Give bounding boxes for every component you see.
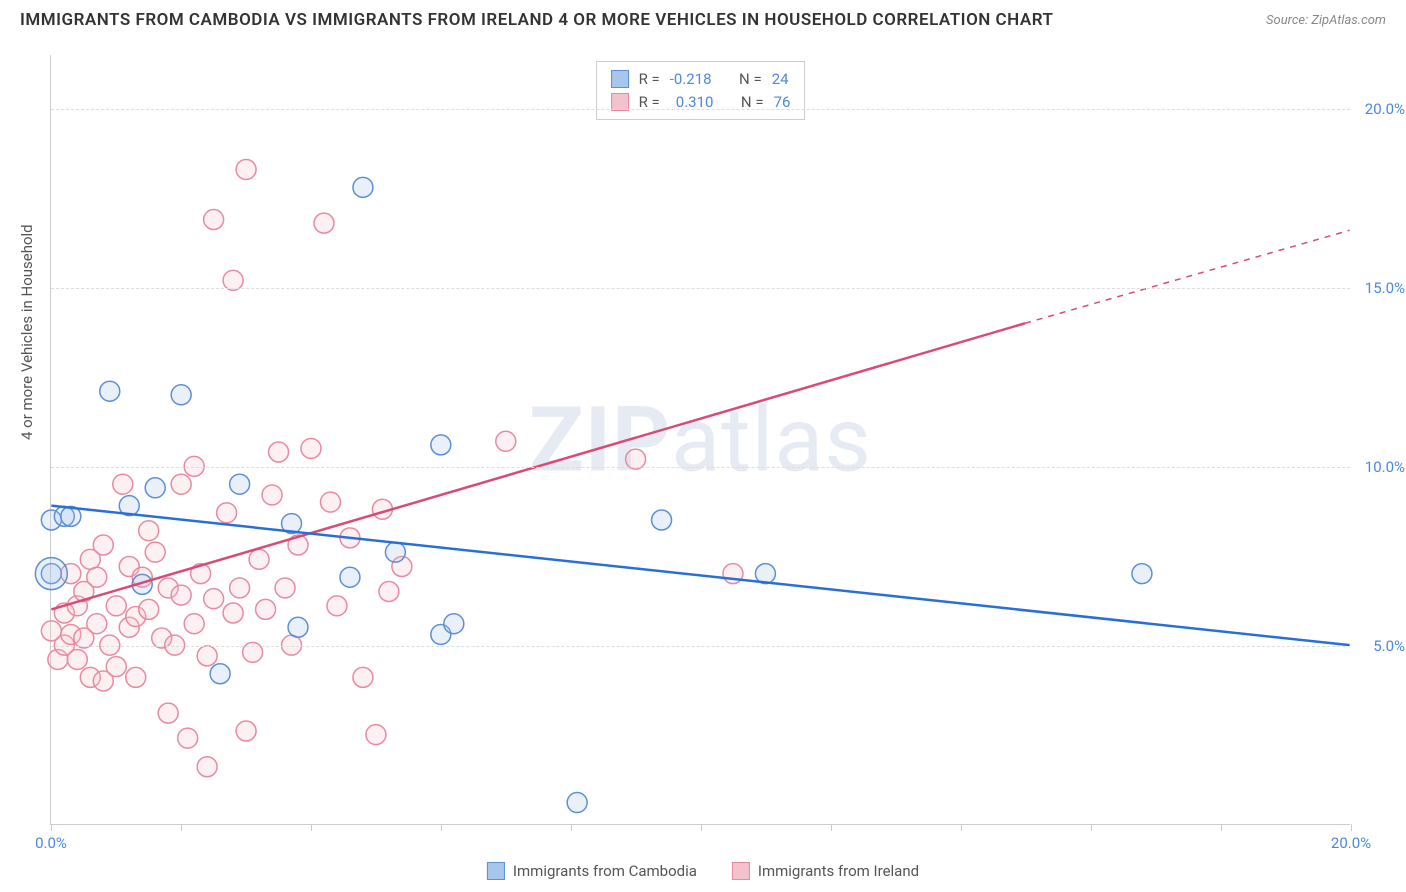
legend-row-cambodia: R = -0.218 N = 24 xyxy=(611,68,791,91)
point-ireland xyxy=(139,521,159,541)
point-cambodia xyxy=(652,510,672,530)
y-tick-label: 15.0% xyxy=(1365,279,1405,297)
point-ireland xyxy=(275,578,295,598)
point-cambodia xyxy=(567,793,587,813)
x-tick xyxy=(701,824,702,831)
x-tick xyxy=(831,824,832,831)
point-ireland xyxy=(217,503,237,523)
point-ireland xyxy=(126,667,146,687)
point-ireland xyxy=(106,657,126,677)
y-tick-label: 20.0% xyxy=(1365,100,1405,118)
point-cambodia xyxy=(385,542,405,562)
gridline xyxy=(51,288,1350,289)
swatch-cambodia-icon xyxy=(487,862,505,880)
point-ireland xyxy=(379,582,399,602)
point-ireland xyxy=(230,578,250,598)
legend-label-cambodia: Immigrants from Cambodia xyxy=(513,862,697,880)
point-cambodia xyxy=(145,478,165,498)
r-value-cambodia: -0.218 xyxy=(670,68,712,91)
point-cambodia xyxy=(353,177,373,197)
y-tick-label: 10.0% xyxy=(1365,458,1405,476)
point-ireland xyxy=(139,599,159,619)
x-tick xyxy=(51,824,52,831)
gridline xyxy=(51,646,1350,647)
legend-item-cambodia: Immigrants from Cambodia xyxy=(487,862,697,880)
x-tick xyxy=(311,824,312,831)
point-ireland xyxy=(106,596,126,616)
point-cambodia xyxy=(230,474,250,494)
point-cambodia xyxy=(288,617,308,637)
point-ireland xyxy=(178,728,198,748)
point-ireland xyxy=(366,725,386,745)
swatch-ireland-icon xyxy=(732,862,750,880)
chart-title: IMMIGRANTS FROM CAMBODIA VS IMMIGRANTS F… xyxy=(20,10,1053,30)
point-ireland xyxy=(113,474,133,494)
x-tick xyxy=(1221,824,1222,831)
point-ireland xyxy=(197,646,217,666)
point-cambodia xyxy=(100,381,120,401)
point-ireland xyxy=(256,599,276,619)
x-tick xyxy=(441,824,442,831)
x-tick xyxy=(1351,824,1352,831)
trendline-ireland-extrapolated xyxy=(1025,230,1350,323)
point-ireland xyxy=(184,614,204,634)
y-tick-label: 5.0% xyxy=(1373,637,1405,655)
point-ireland xyxy=(87,614,107,634)
point-cambodia xyxy=(444,614,464,634)
point-ireland xyxy=(67,649,87,669)
point-cambodia-large xyxy=(35,558,67,590)
point-ireland xyxy=(223,603,243,623)
point-ireland xyxy=(314,213,334,233)
point-ireland xyxy=(145,542,165,562)
gridline xyxy=(51,467,1350,468)
point-ireland xyxy=(93,535,113,555)
n-value-cambodia: 24 xyxy=(772,68,789,91)
y-axis-label: 4 or more Vehicles in Household xyxy=(18,224,36,440)
gridline xyxy=(51,109,1350,110)
chart-plot-area: ZIPatlas R = -0.218 N = 24 R = 0.310 N =… xyxy=(50,55,1350,825)
legend-item-ireland: Immigrants from Ireland xyxy=(732,862,919,880)
point-ireland xyxy=(236,721,256,741)
point-ireland xyxy=(171,585,191,605)
point-cambodia xyxy=(171,385,191,405)
point-ireland xyxy=(249,549,269,569)
point-ireland xyxy=(320,492,340,512)
point-ireland xyxy=(204,589,224,609)
point-ireland xyxy=(204,210,224,230)
x-tick-label: 0.0% xyxy=(35,834,67,852)
correlation-legend: R = -0.218 N = 24 R = 0.310 N = 76 xyxy=(596,61,806,120)
point-ireland xyxy=(269,442,289,462)
point-cambodia xyxy=(340,567,360,587)
plot-svg xyxy=(51,55,1350,824)
point-ireland xyxy=(87,567,107,587)
point-ireland xyxy=(158,703,178,723)
source-label: Source: ZipAtlas.com xyxy=(1266,13,1386,28)
point-ireland xyxy=(301,438,321,458)
x-tick-label: 20.0% xyxy=(1331,834,1371,852)
x-tick xyxy=(1091,824,1092,831)
point-ireland xyxy=(262,485,282,505)
x-tick xyxy=(571,824,572,831)
point-cambodia xyxy=(431,435,451,455)
x-tick xyxy=(181,824,182,831)
point-ireland xyxy=(236,159,256,179)
legend-label-ireland: Immigrants from Ireland xyxy=(758,862,919,880)
point-ireland xyxy=(197,757,217,777)
point-ireland xyxy=(496,431,516,451)
point-ireland xyxy=(353,667,373,687)
point-cambodia xyxy=(1132,564,1152,584)
point-ireland xyxy=(171,474,191,494)
point-ireland xyxy=(327,596,347,616)
x-tick xyxy=(961,824,962,831)
point-cambodia xyxy=(210,664,230,684)
trendline-cambodia xyxy=(51,506,1349,645)
swatch-cambodia xyxy=(611,70,629,88)
series-legend: Immigrants from Cambodia Immigrants from… xyxy=(487,862,919,880)
